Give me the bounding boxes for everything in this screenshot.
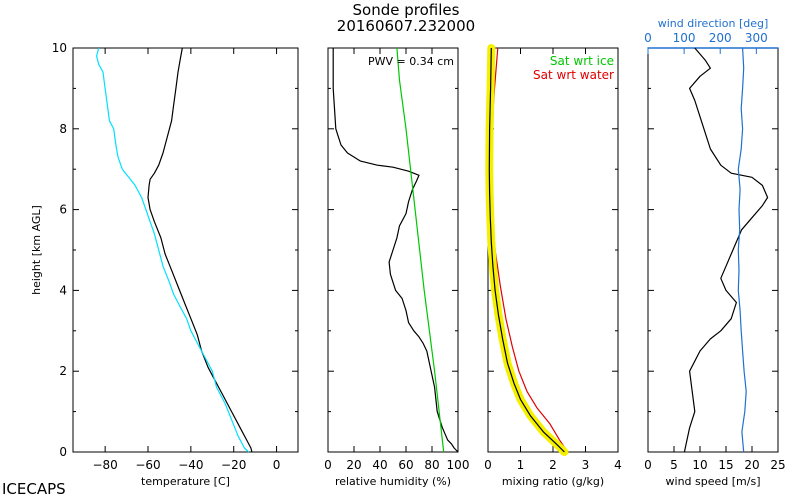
x-tick-label: −80 [92, 458, 117, 472]
y-axis-label: height [km AGL] [30, 205, 43, 295]
site-label: ICECAPS [2, 480, 66, 498]
x-axis-label: temperature [C] [141, 475, 230, 488]
x-tick-label: 25 [770, 458, 785, 472]
y-tick-label: 6 [59, 203, 67, 217]
plot-frame [647, 47, 779, 453]
x-tick-label: 20 [744, 458, 759, 472]
x2-tick-label: 300 [745, 31, 768, 45]
y-tick-label: 2 [59, 364, 67, 378]
x-tick-label: 60 [398, 458, 413, 472]
figure-title-line2: 20160607.232000 [337, 17, 475, 35]
panel-wind: 0 5 10 15 20 25 wind speed [m/s] 0 100 200 300wind… [644, 17, 785, 488]
x-tick-label: −40 [178, 458, 203, 472]
series-temperature [147, 47, 253, 453]
x-tick-label: 0 [273, 458, 281, 472]
x-tick-label: 2 [549, 458, 557, 472]
series-relative-humidity [332, 48, 459, 453]
y-tick-label: 10 [52, 41, 67, 55]
series-sat-wrt-water [489, 47, 569, 453]
y-tick-label: 4 [59, 283, 67, 297]
series-sat-wrt-ice [488, 47, 564, 453]
x-tick-label: 3 [582, 458, 590, 472]
x-tick-label: 4 [614, 458, 622, 472]
legend-item: Sat wrt water [533, 68, 614, 82]
panel-relative-humidity: 0 20 40 60 80 100 relative humidity (%) PWV = 0… [324, 47, 470, 488]
x2-axis-label: wind direction [deg] [658, 17, 769, 30]
plot-frame [72, 47, 299, 453]
x2-tick-label: 200 [709, 31, 732, 45]
x-tick-label: 100 [447, 458, 470, 472]
x-tick-label: 1 [517, 458, 525, 472]
y-tick-label: 8 [59, 122, 67, 136]
series-dewpoint [95, 47, 250, 453]
x-tick-label: −60 [135, 458, 160, 472]
y-tick-label: 0 [59, 445, 67, 459]
x-tick-label: 15 [718, 458, 733, 472]
plot-frame [487, 47, 619, 453]
x-tick-label: 20 [346, 458, 361, 472]
series-wind-speed [683, 47, 769, 453]
x-tick-label: 5 [670, 458, 678, 472]
x-axis-label: mixing ratio (g/kg) [502, 475, 604, 488]
x-tick-label: 80 [424, 458, 439, 472]
series-mixing-ratio [488, 47, 565, 453]
x-tick-label: 0 [324, 458, 332, 472]
series-wind-direction [737, 47, 747, 453]
x2-tick-label: 0 [644, 31, 652, 45]
x-axis-label: relative humidity (%) [335, 475, 451, 488]
x-tick-label: −20 [221, 458, 246, 472]
x-tick-label: 10 [692, 458, 707, 472]
panel-temperature: 0 2 4 6 8 10 −80 −60 −40 −20 0 temperature [C] [52, 41, 299, 488]
x-tick-label: 0 [484, 458, 492, 472]
x2-tick-label: 100 [673, 31, 696, 45]
pwv-annotation: PWV = 0.34 cm [368, 55, 454, 68]
legend-item: Sat wrt ice [550, 54, 614, 68]
series-rh-over-ice [396, 47, 445, 453]
x-tick-label: 0 [644, 458, 652, 472]
x-tick-label: 40 [372, 458, 387, 472]
figure-title-line1: Sonde profiles [353, 1, 460, 19]
x-axis-label: wind speed [m/s] [666, 475, 761, 488]
